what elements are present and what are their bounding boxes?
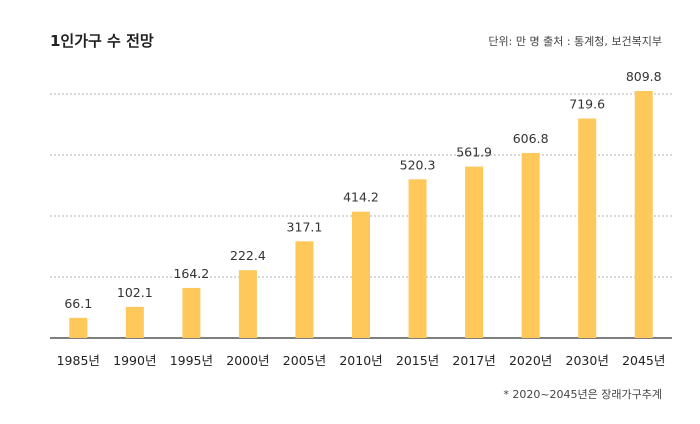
x-tick-label: 2015년 <box>396 353 439 368</box>
chart-title: 1인가구 수 전망 <box>50 32 154 50</box>
bar-1995년 <box>182 287 201 338</box>
bar-2045년 <box>634 91 653 338</box>
value-label: 606.8 <box>513 131 549 146</box>
bar-2020년 <box>521 152 540 338</box>
value-label: 719.6 <box>569 97 605 112</box>
bar-2010년 <box>352 211 370 338</box>
bar-2030년 <box>578 118 597 338</box>
x-tick-label: 2017년 <box>452 353 495 368</box>
value-label: 561.9 <box>456 145 492 160</box>
value-label: 66.1 <box>64 296 92 311</box>
footnote: * 2020~2045년은 장래가구추계 <box>503 388 662 401</box>
bar-1985년 <box>69 317 88 338</box>
x-tick-label: 1990년 <box>113 353 156 368</box>
value-label: 222.4 <box>230 248 266 263</box>
bar-2017년 <box>465 166 484 338</box>
bar-1990년 <box>125 306 144 338</box>
value-label: 164.2 <box>173 266 209 281</box>
x-tick-label: 2045년 <box>622 353 665 368</box>
x-tick-label: 2000년 <box>226 353 269 368</box>
x-tick-label: 2020년 <box>509 353 552 368</box>
value-label: 102.1 <box>117 285 153 300</box>
bars <box>69 91 653 338</box>
value-label: 414.2 <box>343 190 379 205</box>
bar-2000년 <box>238 270 257 338</box>
bar-2015년 <box>408 179 427 338</box>
x-tick-label: 2010년 <box>339 353 382 368</box>
x-tick-labels: 1985년 1990년 1995년 2000년 2005년 2010년 2015년 2017년… <box>57 353 666 368</box>
value-label: 809.8 <box>626 69 662 84</box>
value-label: 317.1 <box>287 219 323 234</box>
value-labels: 66.1 102.1 164.2 222.4 317.1 414.2 520.3 561.9 6… <box>64 69 661 311</box>
x-tick-label: 2030년 <box>566 353 609 368</box>
bar-2005년 <box>295 241 314 338</box>
value-label: 520.3 <box>400 157 436 172</box>
x-tick-label: 1995년 <box>170 353 213 368</box>
x-tick-label: 2005년 <box>283 353 326 368</box>
x-tick-label: 1985년 <box>57 353 100 368</box>
unit-source-note: 단위: 만 명 출처 : 통계청, 보건복지부 <box>488 35 662 48</box>
